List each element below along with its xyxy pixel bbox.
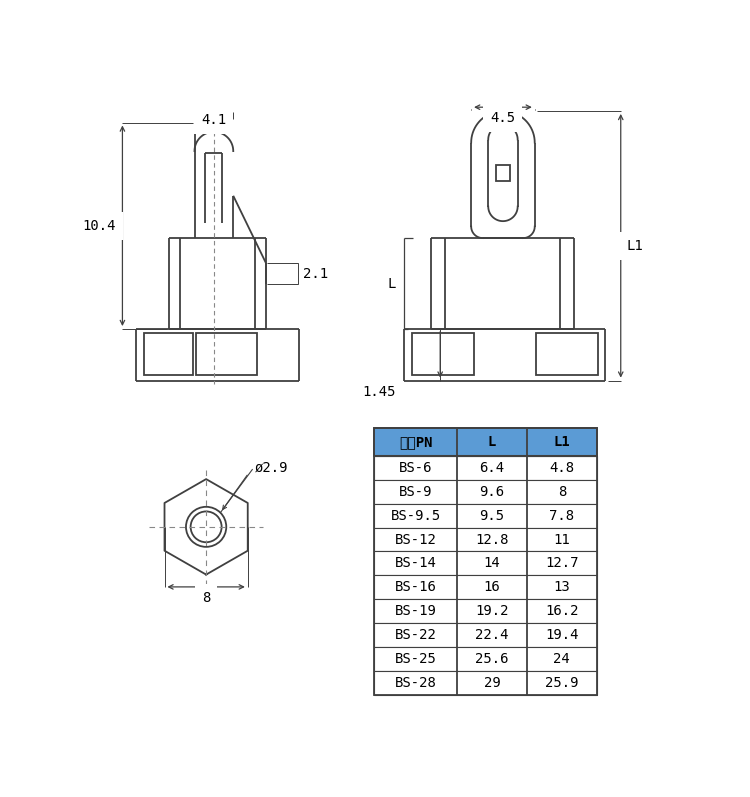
Text: 10.4: 10.4 — [82, 218, 116, 233]
Text: 25.9: 25.9 — [545, 676, 578, 689]
Bar — [374, 456, 597, 480]
Text: 型号PN: 型号PN — [399, 435, 433, 450]
Text: BS-28: BS-28 — [394, 676, 436, 689]
Text: 29: 29 — [484, 676, 500, 689]
Text: BS-6: BS-6 — [399, 461, 433, 475]
Text: L: L — [488, 435, 496, 450]
Text: 12.7: 12.7 — [545, 556, 578, 571]
Text: 9.5: 9.5 — [479, 508, 505, 523]
Text: BS-14: BS-14 — [394, 556, 436, 571]
Bar — [374, 428, 597, 456]
Bar — [374, 671, 597, 695]
Bar — [374, 623, 597, 647]
Text: 8: 8 — [202, 591, 210, 605]
Text: BS-25: BS-25 — [394, 652, 436, 666]
Text: BS-22: BS-22 — [394, 628, 436, 642]
Text: 19.4: 19.4 — [545, 628, 578, 642]
Text: 14: 14 — [484, 556, 500, 571]
Text: 4.5: 4.5 — [490, 111, 515, 125]
Bar — [412, 333, 473, 375]
Text: BS-19: BS-19 — [394, 604, 436, 618]
Text: L1: L1 — [627, 239, 644, 253]
Text: BS-9.5: BS-9.5 — [391, 508, 441, 523]
Text: 2.1: 2.1 — [303, 266, 328, 281]
Text: 11: 11 — [554, 532, 570, 547]
Bar — [144, 333, 193, 375]
Text: L1: L1 — [554, 435, 570, 450]
Bar — [496, 164, 510, 182]
Bar — [374, 552, 597, 575]
Text: 25.6: 25.6 — [476, 652, 508, 666]
Text: 13: 13 — [554, 580, 570, 595]
Text: 19.2: 19.2 — [476, 604, 508, 618]
Text: 8: 8 — [558, 485, 566, 499]
Bar — [374, 428, 597, 695]
Bar — [374, 647, 597, 671]
Text: 16.2: 16.2 — [545, 604, 578, 618]
Text: BS-16: BS-16 — [394, 580, 436, 595]
Text: ø2.9: ø2.9 — [255, 461, 289, 474]
Bar — [374, 504, 597, 528]
Text: 16: 16 — [484, 580, 500, 595]
Text: 9.6: 9.6 — [479, 485, 505, 499]
Bar — [374, 480, 597, 504]
Text: BS-12: BS-12 — [394, 532, 436, 547]
Text: 6.4: 6.4 — [479, 461, 505, 475]
Bar — [374, 575, 597, 599]
Text: L: L — [388, 277, 396, 291]
Text: BS-9: BS-9 — [399, 485, 433, 499]
Text: 24: 24 — [554, 652, 570, 666]
Text: 7.8: 7.8 — [549, 508, 574, 523]
Bar — [374, 599, 597, 623]
Text: 22.4: 22.4 — [476, 628, 508, 642]
Text: 12.8: 12.8 — [476, 532, 508, 547]
Bar — [536, 333, 598, 375]
Text: 1.45: 1.45 — [362, 385, 396, 399]
Text: 4.8: 4.8 — [549, 461, 574, 475]
Bar — [374, 528, 597, 552]
Text: 4.1: 4.1 — [201, 113, 226, 128]
Bar — [196, 333, 256, 375]
